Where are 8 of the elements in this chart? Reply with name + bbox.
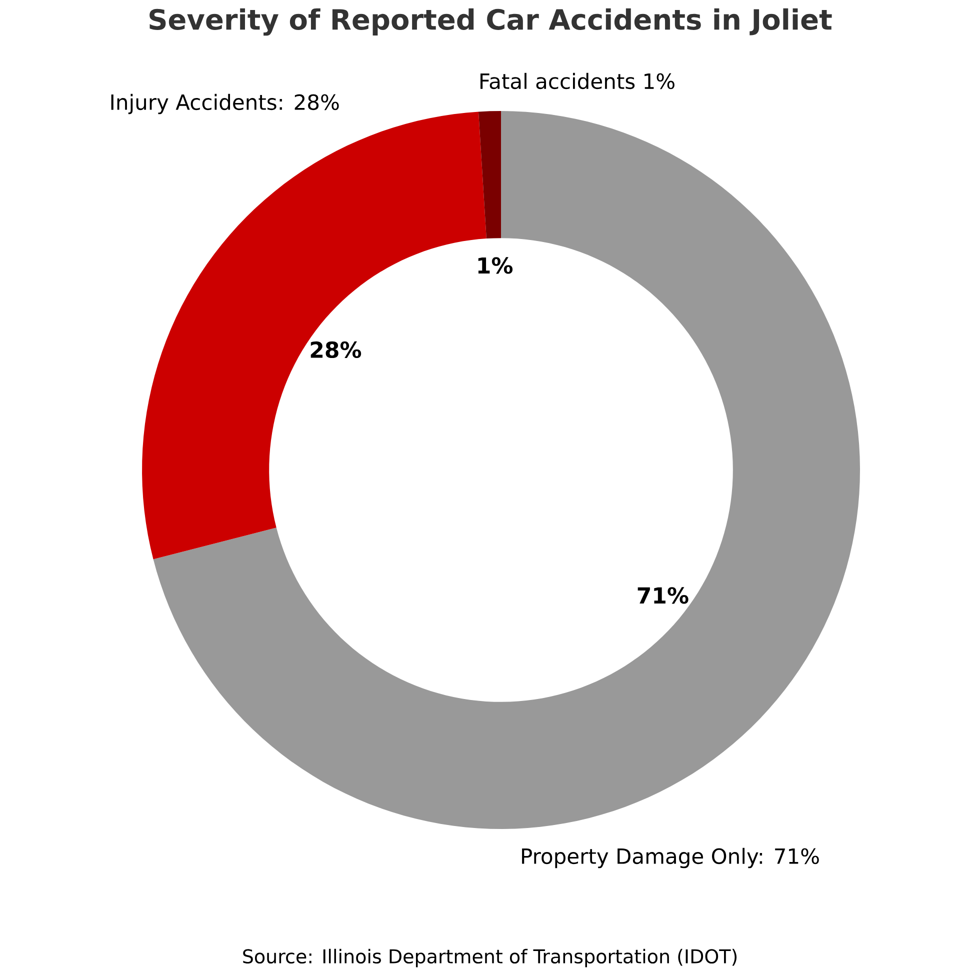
source-note: Source: Illinois Department of Transportation (IDOT) (243, 948, 737, 968)
chart-title: Severity of Reported Car Accidents in Joliet (150, 8, 832, 36)
data-label: 71% (638, 587, 688, 604)
data-label: 1% (478, 257, 513, 274)
slice-label: Property Damage Only: 71% (522, 848, 819, 868)
data-label: 28% (310, 341, 362, 358)
slice-label: Fatal accidents 1% (480, 72, 674, 90)
slice-label: Injury Accidents: 28% (111, 94, 339, 114)
